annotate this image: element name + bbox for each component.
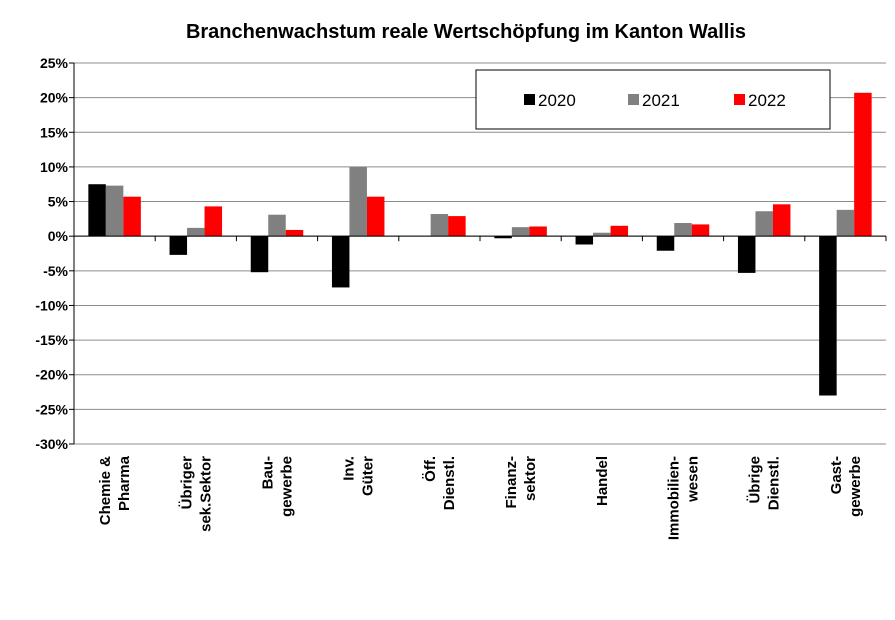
bar-2022 (854, 92, 872, 237)
y-tick-label: -15% (35, 332, 68, 348)
x-tick-label: Gast- (828, 456, 845, 494)
bar-2021 (268, 214, 286, 237)
y-tick-label: -20% (35, 367, 68, 383)
x-tick-label: Öff. (422, 456, 439, 482)
x-tick-label: Inv. (341, 456, 358, 481)
bar-2021 (349, 166, 367, 237)
y-tick-label: 5% (48, 194, 69, 210)
x-tick-label: Handel (594, 456, 611, 506)
bar-2020 (819, 236, 837, 396)
bar-2022 (691, 224, 710, 237)
bar-2021 (511, 227, 530, 237)
legend-label-2022: 2022 (748, 91, 786, 110)
legend-swatch-2021 (628, 94, 639, 105)
y-tick-label: 0% (48, 228, 69, 244)
y-tick-label: -30% (35, 436, 68, 452)
bar-2021 (755, 211, 773, 237)
bar-2022 (123, 196, 141, 237)
bar-2020 (250, 236, 269, 273)
bar-2022 (610, 225, 629, 237)
axes (73, 63, 887, 444)
bar-2022 (529, 226, 547, 237)
bar-2021 (674, 223, 692, 237)
x-tick-label: Dienstl. (766, 456, 783, 510)
bar-2022 (366, 196, 385, 237)
x-tick-label: Übrige (747, 456, 764, 504)
x-tick-label: Finanz- (503, 456, 520, 509)
bar-2021 (836, 209, 855, 237)
x-tick-label: gewerbe (847, 456, 864, 517)
bar-2022 (448, 216, 466, 237)
bar-2022 (772, 204, 791, 237)
x-tick-label: Güter (360, 456, 377, 496)
y-tick-label: 15% (40, 124, 69, 140)
bar-2020 (656, 236, 675, 251)
bar-2020 (88, 184, 106, 237)
x-tick-label: sektor (522, 456, 539, 501)
bar-2020 (737, 236, 756, 273)
x-tick-label: gewerbe (279, 456, 296, 517)
bar-2020 (575, 236, 594, 245)
y-tick-label: 10% (40, 159, 69, 175)
x-tick-label: Dienstl. (441, 456, 458, 510)
bar-2020 (169, 236, 188, 255)
x-tick-label: sek.Sektor (197, 456, 214, 532)
x-tick-label: Immobilien- (666, 456, 683, 540)
y-axis-ticks: 25% 20% 15% 10% 5% 0% -5% -10% -15% -20% -25% -30% (35, 55, 74, 452)
legend-swatch-2020 (524, 94, 535, 105)
bar-2021 (593, 232, 611, 237)
bars (88, 92, 872, 396)
legend-label-2021: 2021 (642, 91, 680, 110)
bar-2022 (285, 229, 304, 237)
y-tick-label: -10% (35, 297, 68, 313)
y-tick-label: -25% (35, 401, 68, 417)
y-tick-label: 25% (40, 55, 69, 71)
y-tick-label: -5% (43, 263, 68, 279)
bar-2020 (494, 236, 512, 239)
chart-title: Branchenwachstum reale Wertschöpfung im … (186, 21, 746, 43)
x-tick-label: wesen (685, 456, 702, 503)
legend: 2020 2021 2022 (475, 69, 831, 130)
x-tick-label: Übriger (178, 456, 195, 510)
bar-2021 (430, 214, 449, 237)
x-axis-labels: Chemie & Pharma Übriger sek.Sektor Bau-gewer… (97, 455, 864, 540)
legend-swatch-2022 (734, 94, 745, 105)
x-tick-label: Bau- (260, 456, 277, 489)
y-tick-label: 20% (40, 90, 69, 106)
bar-2021 (105, 185, 124, 237)
bar-2022 (204, 206, 223, 237)
bar-2021 (187, 227, 205, 237)
bar-2020 (331, 236, 350, 288)
legend-label-2020: 2020 (538, 91, 576, 110)
x-tick-label: Chemie & (97, 456, 114, 525)
x-tick-label: Pharma (116, 455, 133, 511)
